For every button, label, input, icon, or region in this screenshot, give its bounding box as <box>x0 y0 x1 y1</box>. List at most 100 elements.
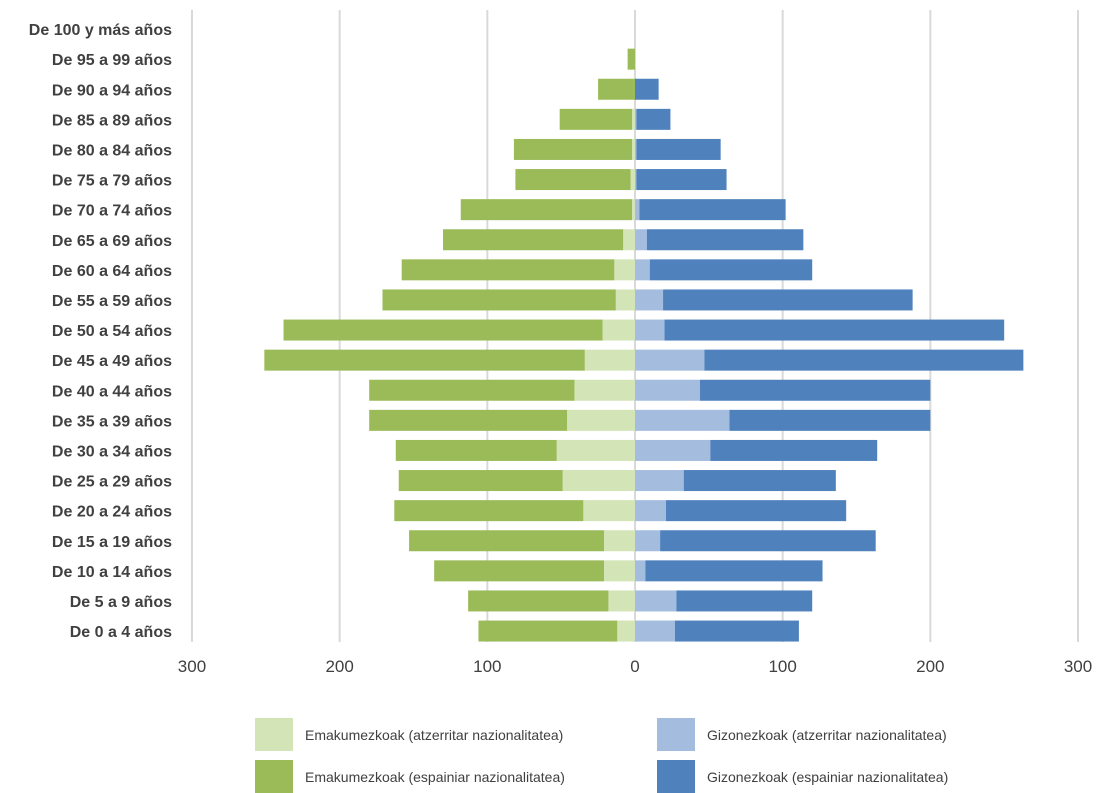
x-tick-label: 100 <box>473 657 501 676</box>
bar <box>283 319 603 341</box>
category-label: De 0 a 4 años <box>70 624 172 641</box>
category-label: De 15 a 19 años <box>52 534 172 551</box>
bar <box>632 199 635 221</box>
bar <box>608 590 635 612</box>
bar <box>636 108 671 130</box>
bar <box>369 379 575 401</box>
bar <box>635 500 667 522</box>
bar <box>635 169 637 191</box>
bar <box>635 470 684 492</box>
bar <box>409 530 604 552</box>
legend-swatch <box>657 760 695 793</box>
legend-label: Gizonezkoak (atzerritar nazionalitatea) <box>707 726 947 743</box>
bar <box>710 439 878 461</box>
category-label: De 30 a 34 años <box>52 443 172 460</box>
bar <box>574 379 635 401</box>
bar <box>395 439 557 461</box>
bar <box>614 259 635 281</box>
bar <box>369 409 568 431</box>
category-label: De 80 a 84 años <box>52 142 172 159</box>
bar <box>632 108 635 130</box>
x-tick-label: 0 <box>630 657 639 676</box>
bar <box>664 319 1005 341</box>
bar <box>666 500 847 522</box>
category-label: De 25 a 29 años <box>52 474 172 491</box>
bar <box>635 560 646 582</box>
category-label: De 85 a 89 años <box>52 112 172 129</box>
x-tick-label: 200 <box>325 657 353 676</box>
legend-label: Emakumezkoak (espainiar nazionalitatea) <box>305 768 565 785</box>
category-label: De 5 a 9 años <box>70 594 172 611</box>
bar <box>646 229 804 251</box>
x-tick-label: 100 <box>768 657 796 676</box>
category-label: De 95 a 99 años <box>52 52 172 69</box>
bar <box>639 199 786 221</box>
category-label: De 10 a 14 años <box>52 564 172 581</box>
legend-item-female-foreign: Emakumezkoak (atzerritar nazionalitatea) <box>255 718 563 751</box>
bar <box>382 289 616 311</box>
bar <box>598 78 635 100</box>
bar <box>683 470 836 492</box>
bar <box>636 138 721 160</box>
category-label: De 45 a 49 años <box>52 353 172 370</box>
bar <box>602 319 635 341</box>
bar <box>515 169 631 191</box>
bar <box>635 439 711 461</box>
category-label: De 90 a 94 años <box>52 82 172 99</box>
x-tick-label: 200 <box>916 657 944 676</box>
legend-swatch <box>657 718 695 751</box>
population-pyramid-chart: De 0 a 4 años De 5 a 9 años De 10 a 14 año… <box>29 10 1092 676</box>
bar <box>556 439 635 461</box>
legend-item-female-spanish: Emakumezkoak (espainiar nazionalitatea) <box>255 760 565 793</box>
bar <box>584 349 635 371</box>
bar <box>394 500 584 522</box>
bar <box>562 470 635 492</box>
bar <box>617 620 635 642</box>
bar <box>635 138 637 160</box>
category-label: De 40 a 44 años <box>52 383 172 400</box>
category-label: De 50 a 54 años <box>52 323 172 340</box>
category-label: De 75 a 79 años <box>52 173 172 190</box>
category-label: De 20 a 24 años <box>52 504 172 521</box>
bar <box>635 319 665 341</box>
bar <box>676 590 813 612</box>
bar <box>729 409 931 431</box>
category-label: De 35 a 39 años <box>52 413 172 430</box>
bar <box>660 530 876 552</box>
bar <box>567 409 635 431</box>
legend-item-male-spanish: Gizonezkoak (espainiar nazionalitatea) <box>657 760 948 793</box>
bar <box>674 620 799 642</box>
bar <box>636 169 727 191</box>
bar <box>603 560 635 582</box>
x-tick-label: 300 <box>1064 657 1092 676</box>
bar <box>645 560 823 582</box>
bar <box>513 138 633 160</box>
category-label: De 70 a 74 años <box>52 203 172 220</box>
category-label: De 60 a 64 años <box>52 263 172 280</box>
bar <box>635 259 650 281</box>
bar <box>583 500 635 522</box>
legend-label: Gizonezkoak (espainiar nazionalitatea) <box>707 768 949 785</box>
x-axis-tick-labels: 300 200 100 0 100 200 300 <box>178 657 1092 676</box>
bar <box>635 199 640 221</box>
bar <box>264 349 585 371</box>
bar <box>704 349 1024 371</box>
bar <box>699 379 931 401</box>
bar <box>635 379 700 401</box>
bar <box>627 48 635 70</box>
bar <box>635 409 730 431</box>
bar <box>460 199 633 221</box>
bar <box>630 169 635 191</box>
bar <box>559 108 633 130</box>
bar <box>635 229 647 251</box>
category-label: De 65 a 69 años <box>52 233 172 250</box>
x-tick-label: 300 <box>178 657 206 676</box>
bar <box>443 229 624 251</box>
category-label: De 55 a 59 años <box>52 293 172 310</box>
category-labels: De 0 a 4 años De 5 a 9 años De 10 a 14 año… <box>29 22 172 641</box>
bar <box>649 259 813 281</box>
bar <box>635 530 661 552</box>
bar <box>615 289 635 311</box>
bar <box>635 78 659 100</box>
category-label: De 100 y más años <box>29 22 172 39</box>
